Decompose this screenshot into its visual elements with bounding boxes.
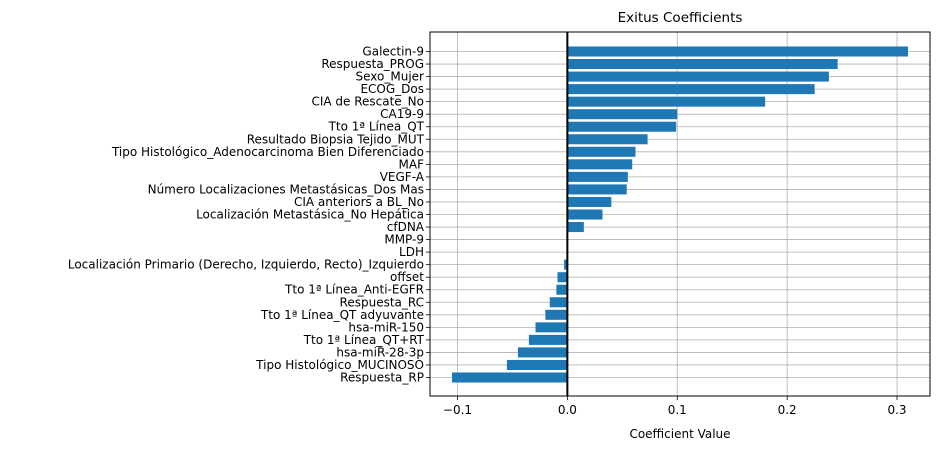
y-tick-label: Localización Metastásica_No Hepática — [196, 208, 424, 222]
y-tick-label: Respuesta_PROG — [321, 57, 424, 71]
bar — [567, 134, 648, 145]
y-tick-label: Tto 1ª Línea_QT+RT — [303, 333, 425, 347]
y-tick-label: Respuesta_RC — [340, 295, 424, 309]
y-tick-label: Tipo Histológico_MUCINOSO — [255, 358, 424, 372]
bar — [557, 272, 568, 283]
bar — [567, 146, 636, 157]
x-tick-label: 0.2 — [778, 403, 797, 417]
x-tick-label: 0.3 — [887, 403, 906, 417]
x-tick-label: −0.1 — [443, 403, 472, 417]
y-tick-label: MAF — [399, 157, 425, 171]
grid — [430, 32, 930, 396]
bar — [549, 297, 568, 308]
y-axis: Galectin-9Respuesta_PROGSexo_MujerECOG_D… — [68, 45, 430, 385]
bars — [451, 46, 909, 383]
y-tick-label: Respuesta_RP — [340, 371, 424, 385]
bar — [567, 109, 678, 120]
y-tick-label: VEGF-A — [380, 170, 425, 184]
y-tick-label: ECOG_Dos — [360, 82, 424, 96]
x-tick-label: 0.0 — [558, 403, 577, 417]
bar — [567, 222, 584, 233]
bar — [567, 184, 627, 195]
x-axis: −0.1 0.0 0.1 0.2 0.3 — [443, 396, 907, 417]
bar — [567, 59, 838, 70]
bar — [535, 322, 568, 333]
y-tick-label: hsa-miR-150 — [348, 320, 424, 334]
bar — [567, 96, 766, 107]
bar — [567, 209, 603, 220]
bar — [556, 284, 568, 295]
y-tick-label: Resultado Biopsia Tejido_MUT — [247, 132, 425, 146]
y-tick-label: hsa-miR-28-3p — [336, 345, 424, 359]
y-tick-label: Tto 1ª Línea_QT adyuvante — [260, 308, 424, 322]
bar — [567, 196, 612, 207]
x-tick-label: 0.1 — [668, 403, 687, 417]
bar — [545, 309, 568, 320]
bar — [528, 334, 568, 345]
y-tick-label: CIA de Rescate_No — [311, 95, 424, 109]
y-tick-label: CIA anteriors a BL_No — [294, 195, 424, 209]
y-tick-label: offset — [390, 270, 424, 284]
y-tick-label: Tto 1ª Línea_QT — [328, 120, 425, 134]
y-tick-label: MMP-9 — [384, 233, 424, 247]
plot-frame — [429, 31, 931, 397]
bar — [567, 159, 633, 170]
y-tick-label: Tto 1ª Línea_Anti-EGFR — [284, 283, 424, 297]
bar — [451, 372, 568, 383]
x-axis-label: Coefficient Value — [629, 427, 730, 441]
y-tick-label: Tipo Histológico_Adenocarcinoma Bien Dif… — [111, 145, 424, 159]
y-tick-label: Localización Primario (Derecho, Izquierd… — [68, 258, 424, 272]
bar — [517, 347, 568, 358]
chart-title: Exitus Coefficients — [618, 10, 743, 26]
bar — [567, 46, 909, 57]
y-tick-label: LDH — [399, 245, 424, 259]
y-tick-label: Número Localizaciones Metastásicas_Dos M… — [148, 182, 424, 196]
y-tick-label: Galectin-9 — [362, 45, 424, 59]
bar — [506, 359, 568, 370]
y-tick-label: CA19-9 — [380, 107, 424, 121]
bar — [567, 84, 815, 95]
y-tick-label: Sexo_Mujer — [356, 70, 425, 84]
bar — [567, 71, 829, 82]
bar — [567, 121, 677, 132]
y-tick-label: cfDNA — [387, 220, 425, 234]
bar — [567, 171, 628, 182]
bar — [564, 259, 568, 270]
